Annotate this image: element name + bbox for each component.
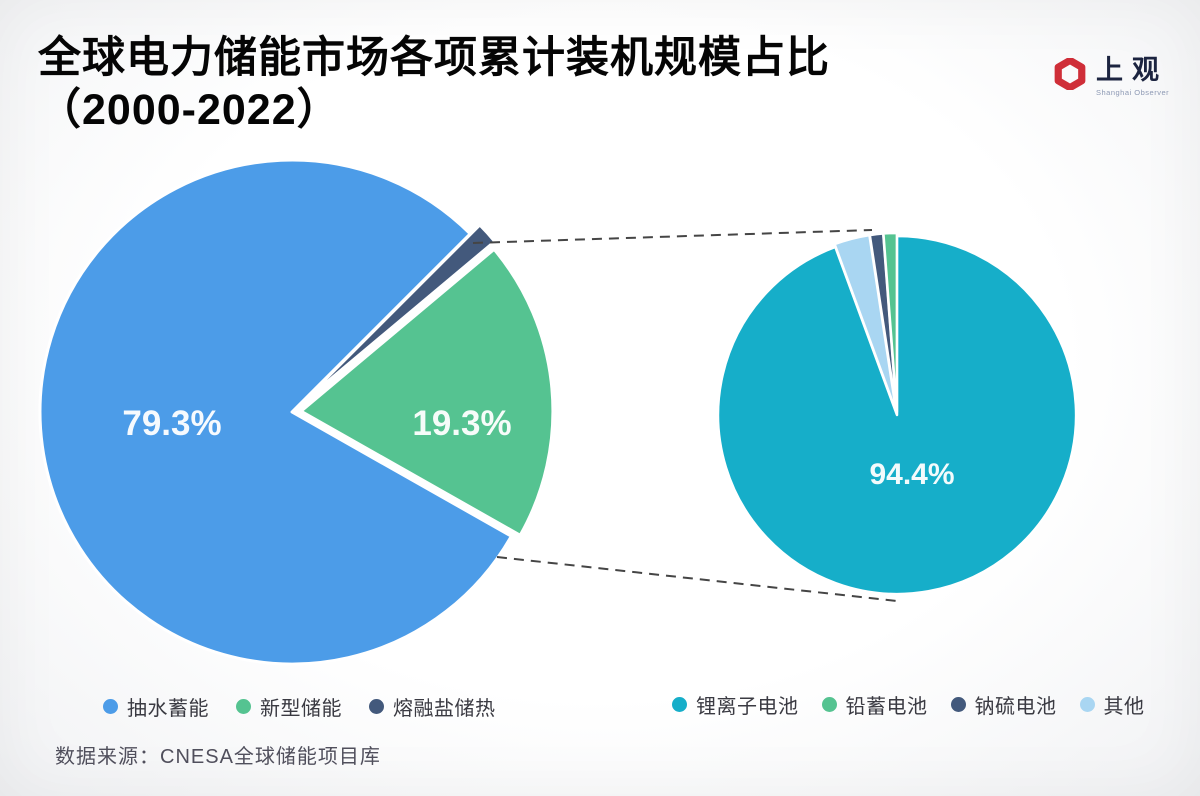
publisher-logo: 上观 Shanghai Observer bbox=[1054, 56, 1169, 97]
legend-label-new-type-storage: 新型储能 bbox=[260, 698, 342, 720]
legend-dot-lead-acid bbox=[821, 697, 837, 712]
legend-item-new-type-storage: 新型储能 bbox=[236, 692, 342, 721]
breakdown-pie-legend: 锂离子电池 铅蓄电池 钠硫电池 其他 bbox=[672, 690, 1145, 719]
legend-label-lead-acid: 铅蓄电池 bbox=[845, 696, 928, 718]
legend-label-others: 其他 bbox=[1103, 696, 1145, 718]
legend-item-others: 其他 bbox=[1079, 690, 1145, 719]
data-source-note: 数据来源：CNESA全球储能项目库 bbox=[55, 746, 381, 768]
breakdown-pie-slice-1 bbox=[882, 231, 899, 414]
legend-item-molten-salt: 熔融盐储热 bbox=[369, 692, 496, 721]
pct-label-lithium-ion: 94.4% bbox=[869, 458, 955, 491]
legend-item-lead-acid: 铅蓄电池 bbox=[821, 690, 928, 719]
logo-subtitle-text: Shanghai Observer bbox=[1096, 87, 1170, 97]
overall-pie bbox=[38, 158, 555, 666]
legend-item-sodium-sulfur: 钠硫电池 bbox=[950, 690, 1057, 719]
legend-item-pumped-hydro: 抽水蓄能 bbox=[103, 692, 209, 721]
legend-dot-pumped-hydro bbox=[103, 699, 118, 714]
legend-dot-new-type-storage bbox=[236, 699, 251, 714]
chart-title: 全球电力储能市场各项累计装机规模占比 （2000-2022） bbox=[38, 30, 830, 134]
chart-title-line2: （2000-2022） bbox=[38, 85, 341, 134]
overall-pie-legend: 抽水蓄能 新型储能 熔融盐储热 bbox=[103, 692, 496, 721]
legend-dot-sodium-sulfur bbox=[950, 697, 966, 712]
legend-label-molten-salt: 熔融盐储热 bbox=[393, 698, 496, 720]
legend-label-pumped-hydro: 抽水蓄能 bbox=[127, 698, 209, 720]
legend-label-lithium-ion: 锂离子电池 bbox=[696, 696, 799, 718]
legend-item-lithium-ion: 锂离子电池 bbox=[672, 690, 799, 719]
chart-title-line1: 全球电力储能市场各项累计装机规模占比 bbox=[38, 34, 830, 82]
logo-brand-text: 上观 bbox=[1096, 55, 1168, 86]
pct-label-pumped-hydro: 79.3% bbox=[122, 404, 222, 443]
pct-label-new-type-storage: 19.3% bbox=[412, 404, 512, 443]
hexagon-ring-icon bbox=[1054, 58, 1086, 90]
legend-dot-molten-salt bbox=[369, 699, 384, 714]
overall-pie-slice-1 bbox=[299, 247, 555, 537]
legend-dot-lithium-ion bbox=[672, 697, 687, 712]
legend-label-sodium-sulfur: 钠硫电池 bbox=[974, 696, 1057, 718]
breakdown-pie-slice-0 bbox=[716, 234, 1078, 596]
breakdown-pie bbox=[716, 231, 1078, 596]
callout-line-top bbox=[472, 229, 873, 244]
legend-dot-others bbox=[1079, 697, 1095, 712]
overall-pie-slice-0 bbox=[38, 158, 513, 666]
